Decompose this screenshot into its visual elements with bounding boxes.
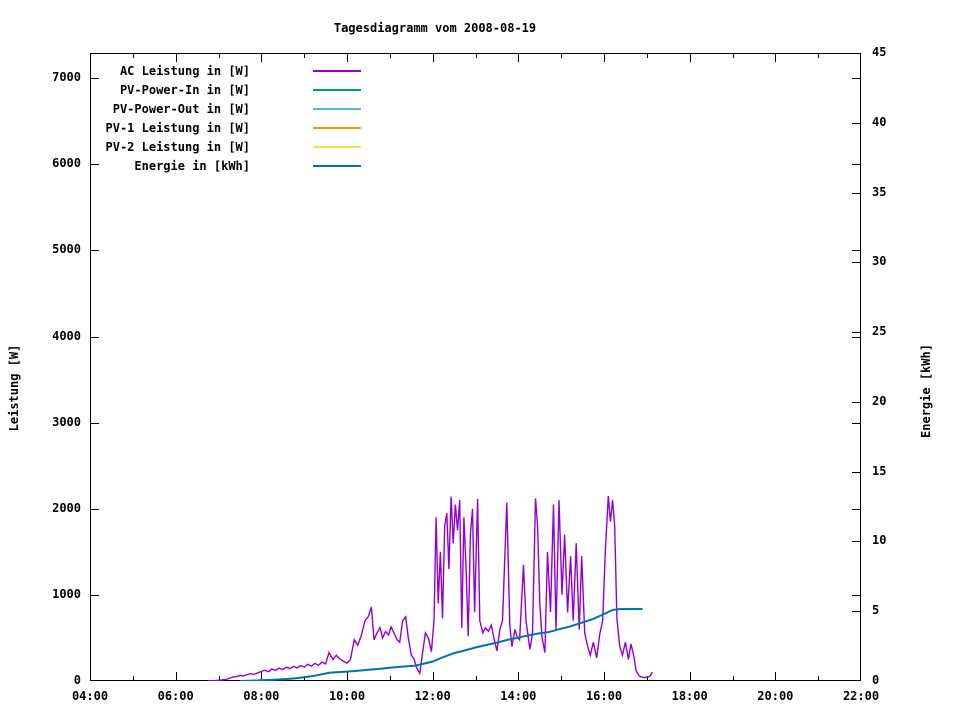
x-tick-label: 08:00 bbox=[243, 689, 280, 703]
y-right-tick-label: 40 bbox=[872, 114, 887, 129]
y-left-tick-label: 6000 bbox=[52, 156, 81, 171]
legend-row-pv-power-in: PV-Power-In in [W] bbox=[90, 81, 361, 99]
y-right-tick-label: 10 bbox=[872, 533, 887, 548]
series-line-ac-leistung-in-w bbox=[207, 495, 654, 681]
series-line-energie-in-kwh bbox=[239, 608, 643, 681]
plot-border bbox=[90, 53, 861, 681]
legend-label-energie: Energie in [kWh] bbox=[134, 159, 250, 173]
y-left-tick-label: 4000 bbox=[52, 328, 81, 343]
y-left-tick-label: 7000 bbox=[52, 70, 81, 85]
y-right-tick-label: 15 bbox=[872, 463, 887, 478]
right-axis-title: Energie [kWh] bbox=[919, 344, 933, 438]
y-right-tick-label: 30 bbox=[872, 254, 887, 269]
x-tick-label: 06:00 bbox=[157, 689, 194, 703]
legend-line-sample-pv1-leistung bbox=[313, 127, 361, 129]
chart-title: Tagesdiagramm vom 2008-08-19 bbox=[333, 21, 537, 35]
y-left-tick-label: 0 bbox=[73, 673, 81, 687]
x-tick-label: 12:00 bbox=[414, 689, 451, 703]
y-left-tick-label: 2000 bbox=[52, 500, 81, 515]
legend-line-sample-energie bbox=[313, 165, 361, 167]
legend-label-pv2-leistung: PV-2 Leistung in [W] bbox=[105, 140, 251, 154]
y-right-tick-label: 35 bbox=[872, 184, 887, 199]
legend-label-pv-power-in: PV-Power-In in [W] bbox=[119, 83, 250, 97]
legend-line-sample-ac-leistung bbox=[313, 70, 361, 72]
y-left-tick-label: 3000 bbox=[52, 414, 81, 429]
x-tick-label: 22:00 bbox=[842, 689, 880, 703]
x-tick-label: 18:00 bbox=[671, 689, 708, 703]
left-axis-title: Leistung [W] bbox=[7, 344, 21, 432]
legend-row-ac-leistung: AC Leistung in [W] bbox=[90, 62, 361, 80]
legend-line-sample-pv-power-out bbox=[313, 108, 361, 110]
y-right-tick-label: 45 bbox=[872, 45, 887, 59]
x-tick-label: 20:00 bbox=[757, 689, 794, 703]
y-left-tick-label: 5000 bbox=[52, 242, 81, 257]
y-left-tick-label: 1000 bbox=[52, 586, 81, 601]
y-right-tick-label: 0 bbox=[872, 673, 880, 687]
plot-svg bbox=[90, 53, 861, 681]
legend-line-sample-pv-power-in bbox=[313, 89, 361, 91]
x-tick-label: 16:00 bbox=[585, 689, 623, 703]
y-right-tick-label: 5 bbox=[872, 603, 880, 618]
legend-row-pv1-leistung: PV-1 Leistung in [W] bbox=[90, 119, 361, 137]
y-right-tick-label: 20 bbox=[872, 393, 887, 408]
x-tick-label: 04:00 bbox=[71, 689, 109, 703]
legend-label-pv-power-out: PV-Power-Out in [W] bbox=[112, 102, 250, 116]
x-tick-label: 10:00 bbox=[328, 689, 366, 703]
legend-row-pv-power-out: PV-Power-Out in [W] bbox=[90, 100, 361, 118]
legend-line-sample-pv2-leistung bbox=[313, 146, 361, 148]
plot-area bbox=[90, 53, 861, 681]
legend-row-pv2-leistung: PV-2 Leistung in [W] bbox=[90, 138, 361, 156]
legend-row-energie: Energie in [kWh] bbox=[90, 157, 361, 175]
legend-label-pv1-leistung: PV-1 Leistung in [W] bbox=[105, 121, 251, 135]
legend-label-ac-leistung: AC Leistung in [W] bbox=[119, 64, 250, 78]
x-tick-label: 14:00 bbox=[500, 689, 537, 703]
y-right-tick-label: 25 bbox=[872, 324, 887, 339]
legend: AC Leistung in [W] PV-Power-In in [W] PV… bbox=[90, 53, 410, 183]
